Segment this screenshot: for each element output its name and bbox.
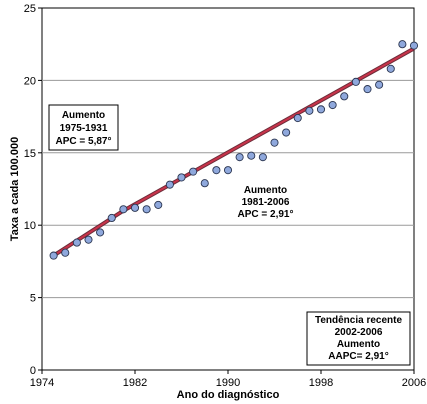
- data-point-1981: [119, 205, 128, 214]
- y-tick-label-5: 25: [24, 3, 36, 15]
- data-point-1988: [200, 179, 209, 188]
- annotation-3-line-4: AAPC= 2,91°: [328, 351, 388, 362]
- data-point-1991: [235, 153, 244, 162]
- annotation-box-2: Aumento 1981-2006 APC = 2,91°: [230, 181, 301, 223]
- data-point-1999: [328, 100, 337, 110]
- data-point-1984: [154, 200, 163, 209]
- x-tick-label-0: 1974: [30, 377, 54, 389]
- data-point-1979: [96, 228, 105, 237]
- data-point-1976: [61, 248, 70, 257]
- x-tick-label-3: 1998: [309, 377, 333, 389]
- annotation-2-line-1: Aumento: [244, 185, 287, 196]
- annotation-2-line-2: 1981-2006: [242, 197, 290, 208]
- data-point-1998: [316, 105, 326, 114]
- data-point-1994: [270, 138, 279, 147]
- data-point-2002: [363, 85, 372, 94]
- data-point-1975: [49, 251, 58, 260]
- y-axis: 0 5 10 15 20 25: [24, 3, 42, 377]
- annotation-3-line-2: 2002-2006: [335, 327, 383, 338]
- annotation-2-line-3: APC = 2,91°: [238, 209, 294, 220]
- data-point-2003: [375, 80, 384, 89]
- annotation-box-1: Aumento 1975-1931 APC = 5,87°: [48, 104, 119, 151]
- y-tick-label-2: 10: [24, 220, 36, 232]
- data-point-1983: [142, 205, 151, 214]
- data-point-1995: [282, 128, 291, 137]
- data-point-1996: [293, 113, 302, 123]
- data-point-1990: [223, 166, 233, 175]
- data-point-1997: [305, 106, 314, 115]
- annotation-1-line-3: APC = 5,87°: [56, 136, 112, 147]
- x-axis: 1974 1982 1990 1998 2006: [30, 370, 426, 389]
- y-tick-label-1: 5: [30, 293, 36, 305]
- y-tick-label-3: 15: [24, 148, 36, 160]
- x-axis-title: Ano do diagnóstico: [177, 389, 280, 401]
- data-point-1986: [177, 173, 186, 182]
- data-point-1980: [107, 213, 116, 223]
- data-points: [49, 40, 419, 260]
- data-point-1978: [84, 235, 93, 244]
- annotation-1-line-1: Aumento: [62, 110, 105, 121]
- data-point-2005: [398, 40, 407, 49]
- data-point-1982: [130, 203, 140, 212]
- annotation-3-line-3: Aumento: [337, 339, 380, 350]
- y-tick-label-0: 0: [30, 365, 36, 377]
- data-point-1993: [258, 153, 267, 162]
- x-tick-label-1: 1982: [123, 377, 147, 389]
- plot-area: [41, 7, 415, 371]
- data-point-1985: [165, 180, 174, 189]
- y-tick-label-4: 20: [24, 75, 36, 87]
- data-point-2006: [409, 41, 419, 50]
- x-tick-label-4: 2006: [402, 377, 426, 389]
- y-axis-title: Taxa a cada 100.000: [9, 137, 21, 241]
- data-point-1987: [189, 167, 198, 176]
- x-tick-label-2: 1990: [216, 377, 240, 389]
- annotation-box-3: Tendência recente 2002-2006 Aumento AAPC…: [306, 311, 411, 366]
- annotation-1-line-2: 1975-1931: [60, 123, 108, 134]
- annotation-3-line-1: Tendência recente: [315, 315, 403, 326]
- data-point-1992: [247, 151, 256, 160]
- data-point-2001: [351, 77, 360, 86]
- data-point-2004: [386, 64, 395, 73]
- data-point-1977: [72, 238, 81, 247]
- data-point-2000: [340, 92, 349, 101]
- data-point-1989: [212, 166, 221, 175]
